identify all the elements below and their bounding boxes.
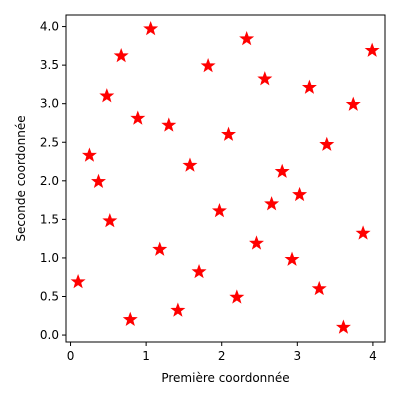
- x-tick-label: 3: [293, 349, 301, 363]
- x-tick-label: 0: [67, 349, 75, 363]
- y-tick-label: 3.0: [40, 97, 59, 111]
- x-axis-ticks: 0 1 2 3 4: [67, 342, 377, 363]
- plot-area: [66, 15, 385, 342]
- y-tick-label: 3.5: [40, 58, 59, 72]
- x-tick-label: 2: [218, 349, 226, 363]
- y-tick-label: 2.5: [40, 135, 59, 149]
- y-axis-label: Seconde coordonnée: [14, 115, 28, 241]
- y-axis-ticks: 0.0 0.5 1.0 1.5 2.0 2.5 3.0 3.5 4.0: [40, 20, 66, 342]
- x-axis-label: Première coordonnée: [161, 371, 289, 385]
- y-tick-label: 0.5: [40, 289, 59, 303]
- y-tick-label: 2.0: [40, 174, 59, 188]
- y-tick-label: 0.0: [40, 328, 59, 342]
- y-tick-label: 1.0: [40, 251, 59, 265]
- y-tick-label: 4.0: [40, 20, 59, 34]
- x-tick-label: 1: [142, 349, 150, 363]
- x-tick-label: 4: [369, 349, 377, 363]
- y-tick-label: 1.5: [40, 212, 59, 226]
